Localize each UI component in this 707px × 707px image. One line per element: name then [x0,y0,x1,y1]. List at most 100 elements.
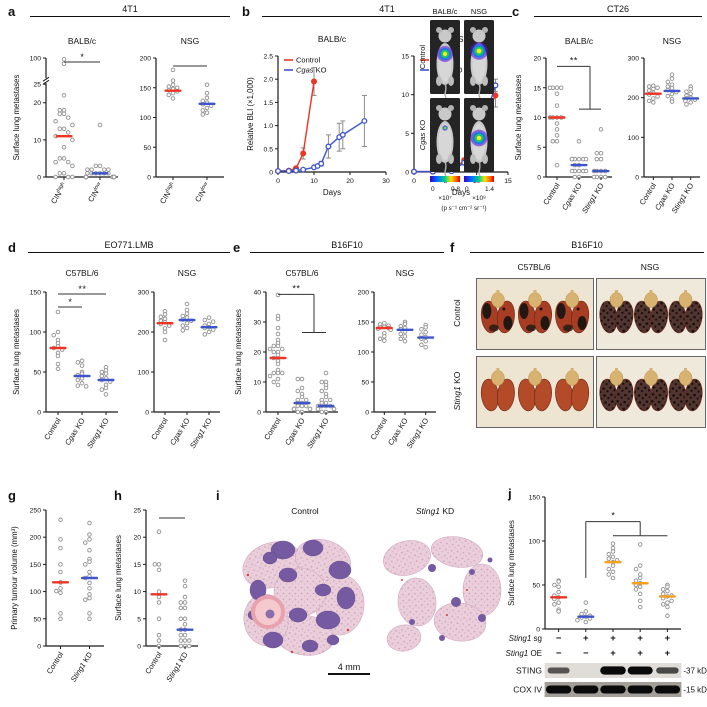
svg-text:10: 10 [401,92,409,99]
panel-i-col-control: Control [291,506,319,516]
svg-text:Control: Control [541,181,562,207]
svg-text:0.8: 0.8 [451,186,460,193]
svg-text:C57BL/6: C57BL/6 [65,268,98,278]
svg-text:100: 100 [529,539,541,546]
svg-text:+: + [637,633,643,644]
svg-text:+: + [610,633,616,644]
svg-text:1.5: 1.5 [264,100,274,107]
panel-b-letter: b [242,4,250,19]
svg-text:1.0: 1.0 [264,123,274,130]
svg-text:300: 300 [138,290,150,297]
svg-text:Cgas KO: Cgas KO [63,416,87,447]
svg-text:Control: Control [296,56,321,65]
panel-d-title: EO771.LMB [28,240,230,253]
svg-text:Surface lung metastases: Surface lung metastases [12,309,21,395]
svg-text:100: 100 [30,330,42,337]
svg-text:CINhigh​: CINhigh​ [158,181,178,205]
svg-text:0: 0 [635,175,639,182]
svg-text:200: 200 [628,95,640,102]
svg-text:BALB/c: BALB/c [68,36,97,46]
svg-text:100: 100 [140,115,152,122]
panel-a-title-text: 4T1 [122,4,138,14]
svg-text:0.5: 0.5 [264,146,274,153]
svg-text:(p s⁻¹ cm⁻² sr⁻¹): (p s⁻¹ cm⁻² sr⁻¹) [441,205,486,212]
svg-text:BALB/c: BALB/c [318,34,347,44]
panel-a-title-rule [30,16,230,17]
svg-text:-15 kDa: -15 kDa [683,686,707,695]
svg-text:10: 10 [33,137,41,144]
svg-text:150: 150 [30,562,42,569]
svg-text:100: 100 [628,135,640,142]
svg-text:0: 0 [269,170,273,177]
svg-text:CINhigh​: CINhigh​ [49,181,69,205]
svg-text:0: 0 [431,186,435,193]
panel-f-row-control: Control [452,299,462,327]
svg-text:300: 300 [628,56,640,63]
svg-text:C57BL/6: C57BL/6 [285,268,318,278]
svg-text:50: 50 [361,380,369,387]
chart-e-nsg: NSG 0 50 100 150 200 Control Cgas KO Sting1 KO [346,266,442,474]
svg-text:**: ** [569,55,577,65]
panel-e-title-rule [250,252,444,253]
svg-text:Cgas KO: Cgas KO [560,181,584,212]
svg-text:0: 0 [465,186,469,193]
svg-text:-37 kDa: -37 kDa [683,667,707,676]
svg-text:10: 10 [133,589,141,596]
panel-h-letter: h [114,488,122,503]
lung-photo-c57-sting1ko [476,356,594,428]
svg-text:15: 15 [401,54,409,61]
svg-text:1.4: 1.4 [485,186,494,193]
chart-b-balbc: BALB/c 0 0.5 1.0 1.5 2.0 2.5 0 10 20 30 Days Relativ… [244,32,392,218]
svg-text:+: + [665,633,671,644]
svg-text:30: 30 [382,178,390,185]
svg-text:Sting1 KO: Sting1 KO [580,181,606,215]
svg-text:0: 0 [37,175,41,182]
chart-e-c57: C57BL/6 0 10 20 30 40 Surface lung metastases C… [232,266,344,474]
svg-text:STING: STING [516,666,542,676]
lung-photo-nsg-sting1ko [596,356,706,428]
svg-text:Control: Control [149,416,170,442]
chart-c-balbc: BALB/c 0 5 10 15 20 Surface lung metastases Con… [512,34,618,228]
histology-sting1kd [372,520,507,665]
svg-text:BALB/c: BALB/c [432,7,457,16]
svg-text:100: 100 [30,589,42,596]
svg-text:Cgas KO: Cgas KO [283,416,307,447]
histology-scalebar: 4 mm [328,662,370,675]
svg-text:150: 150 [30,290,42,297]
svg-text:5: 5 [537,145,541,152]
svg-text:Days: Days [452,188,470,197]
panel-e-title: B16F10 [250,240,444,253]
svg-text:Sting1 KO: Sting1 KO [305,416,331,450]
svg-text:**: ** [78,284,86,294]
svg-text:40: 40 [253,290,261,297]
svg-text:10: 10 [253,380,261,387]
svg-text:Surface lung metastases: Surface lung metastases [514,74,523,160]
panel-e-title-text: B16F10 [331,240,363,250]
svg-text:150: 150 [358,320,370,327]
svg-text:Sting1 sg: Sting1 sg [509,634,542,643]
svg-text:25: 25 [133,508,141,515]
svg-text:Control: Control [369,416,390,442]
panel-f-row-sting1ko: Sting1 KO [452,371,462,411]
svg-text:CINlow​: CINlow​ [193,181,212,204]
panel-b-title-text: 4T1 [379,4,395,14]
chart-g: 0 50 100 150 200 250 Primary tumour volume (mm… [8,498,110,706]
svg-text:×10⁷: ×10⁷ [438,195,452,202]
svg-text:0: 0 [536,627,540,634]
panel-j-letter: j [508,486,512,501]
svg-text:0: 0 [147,175,151,182]
panel-c-letter: c [512,4,520,19]
panel-d-title-text: EO771.LMB [104,240,154,250]
svg-text:Control: Control [42,416,63,442]
chart-d-c57: C57BL/6 0 50 100 150 Surface lung metastases C… [10,266,124,474]
svg-text:Surface lung metastases: Surface lung metastases [234,309,243,395]
svg-text:0: 0 [412,178,416,185]
svg-text:Surface lung metastases: Surface lung metastases [12,74,21,160]
svg-text:Sting1 KD: Sting1 KD [164,650,190,684]
svg-text:200: 200 [138,330,150,337]
svg-text:0: 0 [137,644,141,651]
svg-text:−: − [556,633,562,644]
svg-text:Control: Control [262,416,283,442]
svg-text:Control: Control [418,45,427,70]
svg-text:10: 10 [310,178,318,185]
